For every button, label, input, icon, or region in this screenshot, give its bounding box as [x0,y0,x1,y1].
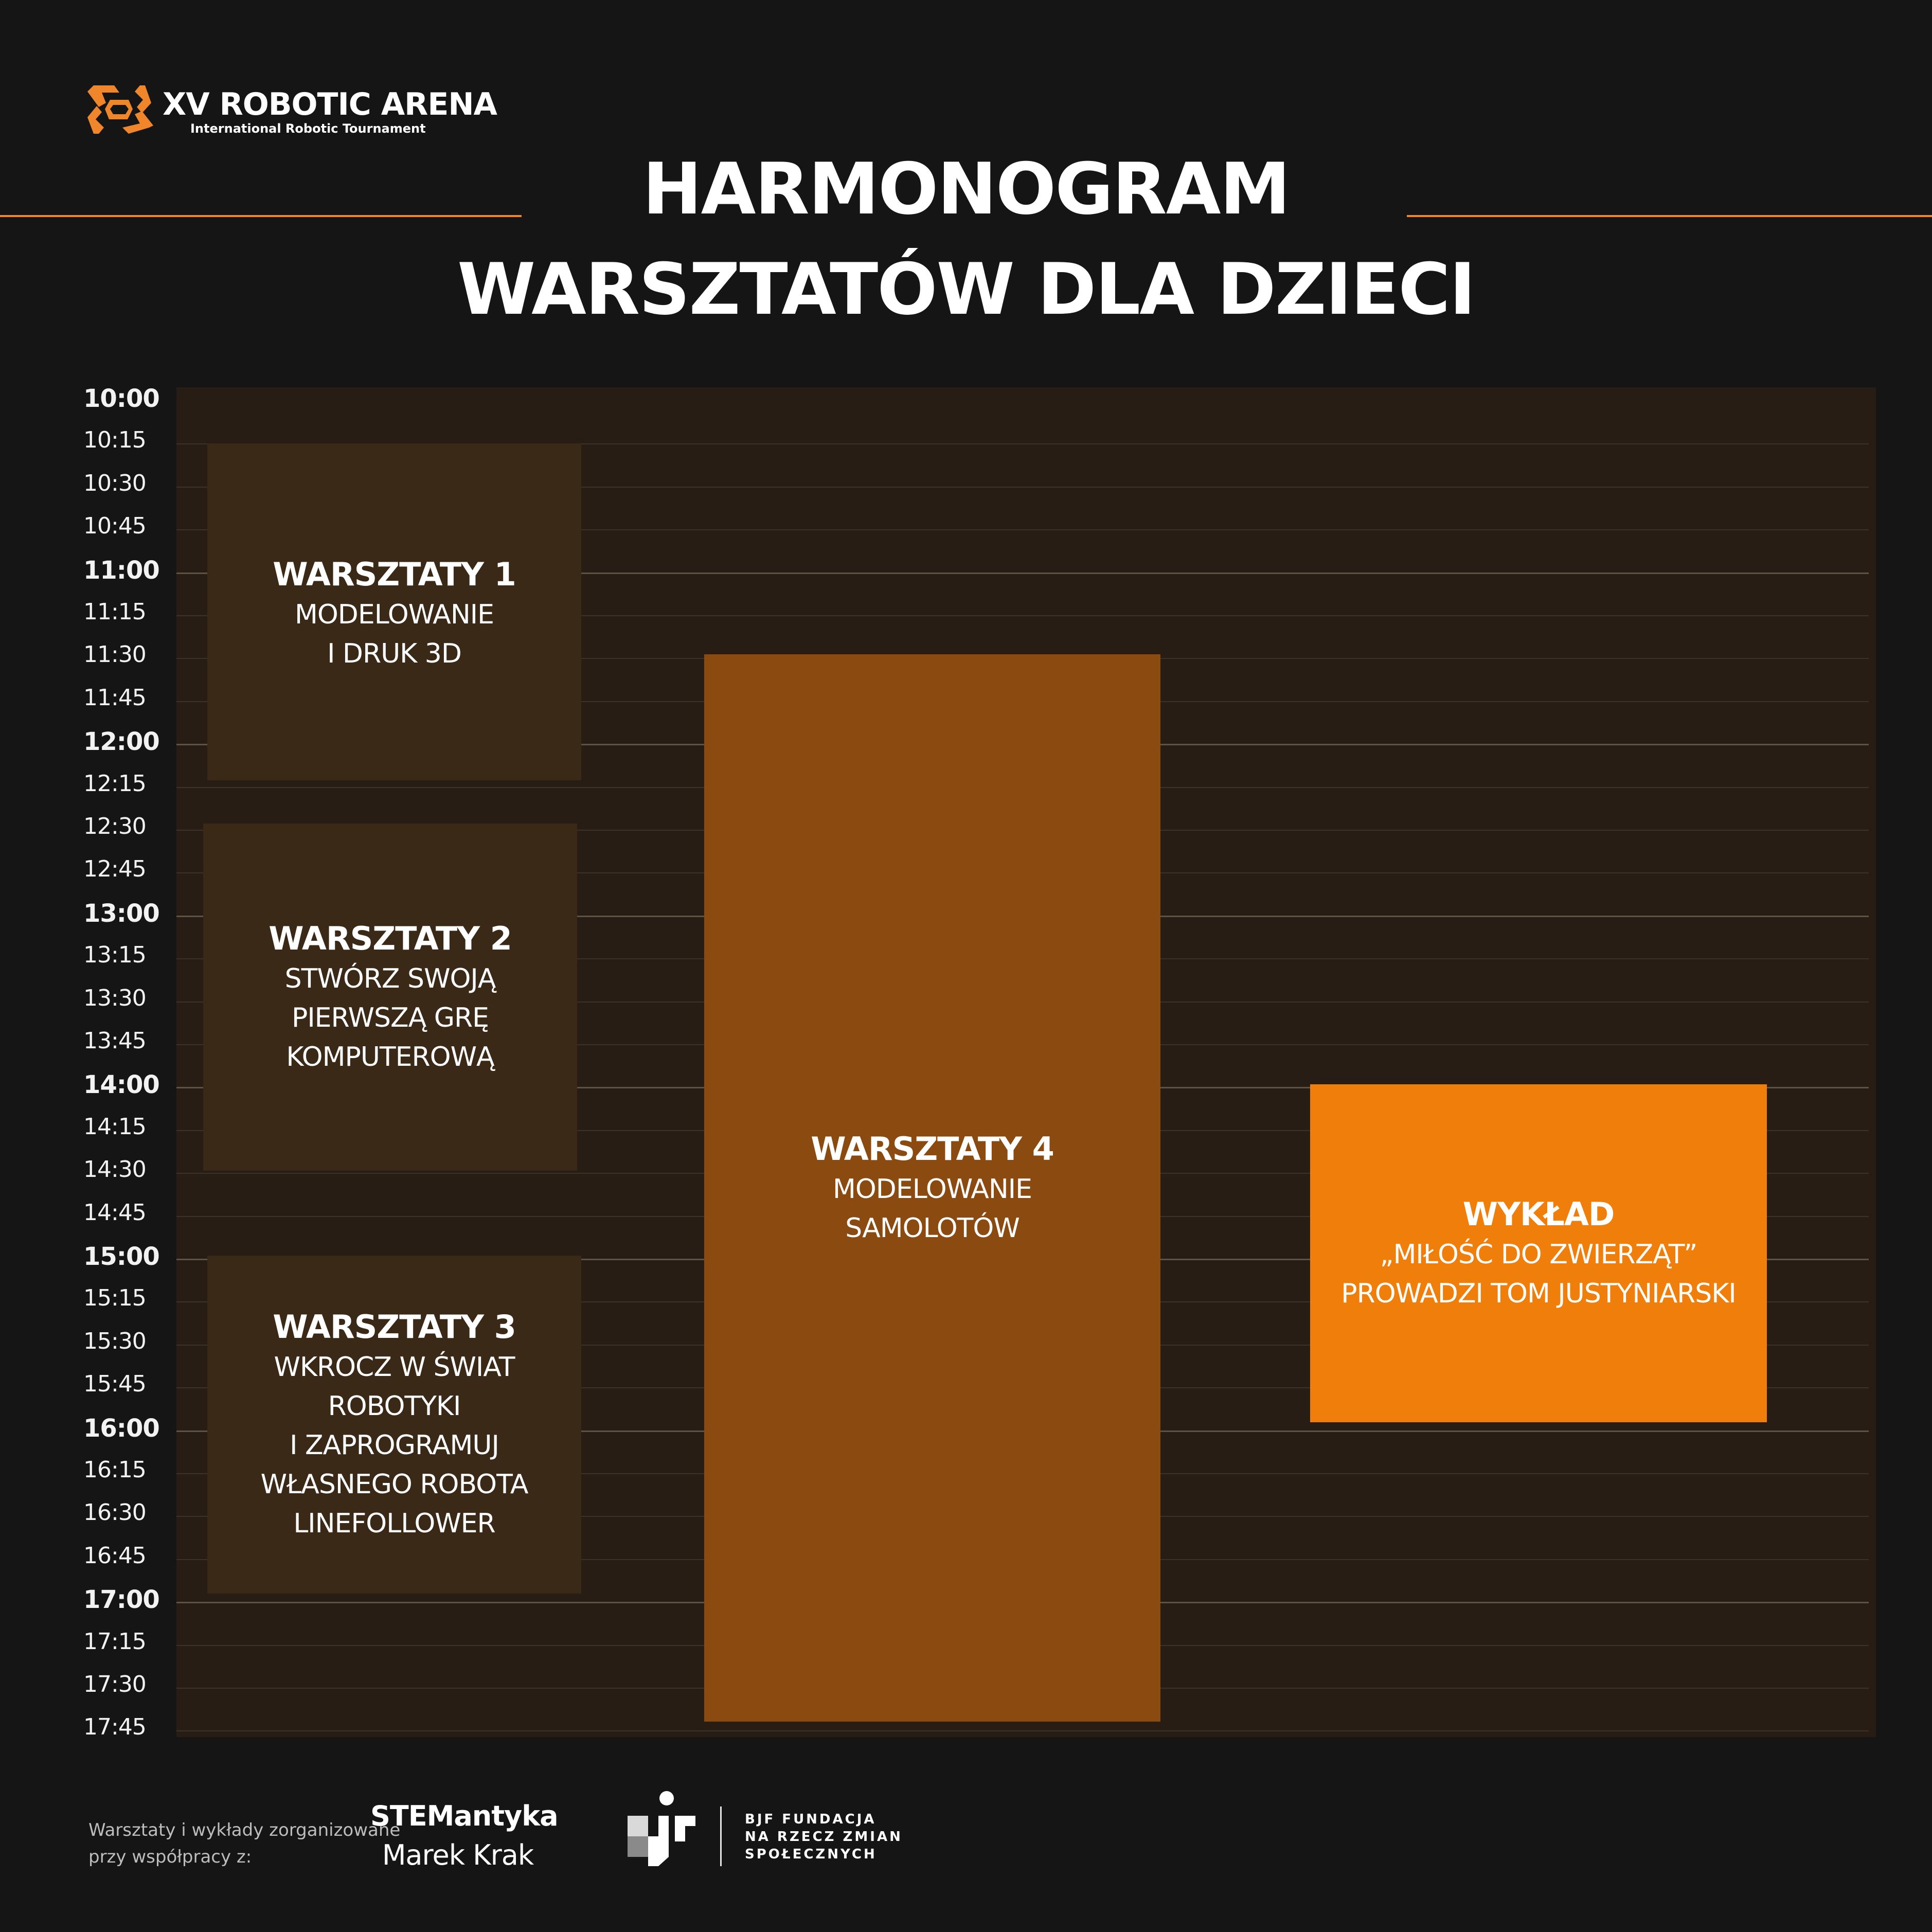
time-tick-label: 10:00 [83,384,160,413]
robotic-arena-logo-icon [87,85,153,134]
time-tick-label: 14:00 [83,1070,160,1099]
event-desc-line: KOMPUTEROWĄ [286,1041,494,1072]
partner-bjf: BJF FUNDACJA NA RZECZ ZMIAN SPOŁECZNYCH [745,1811,903,1863]
grid-line [176,1730,1869,1731]
event-desc-line: „MIŁOŚĆ DO ZWIERZĄT” [1380,1239,1698,1270]
title-line: WARSZTATÓW DLA DZIECI [457,248,1476,331]
time-tick-label: 14:15 [83,1114,147,1140]
time-tick-label: 15:45 [83,1371,147,1397]
time-tick-label: 17:15 [83,1629,147,1655]
footer-note-line: Warsztaty i wykłady zorganizowane [88,1820,401,1840]
time-tick-label: 16:30 [83,1499,147,1526]
time-tick-label: 10:15 [83,427,147,453]
event-title: WARSZTATY 3 [273,1308,516,1346]
grid-line [176,487,1869,488]
time-tick-label: 12:15 [83,771,147,797]
event-title: WARSZTATY 1 [273,556,516,593]
event-desc-line: SAMOLOTÓW [845,1212,1019,1244]
event-desc-line: PIERWSZĄ GRĘ [291,1002,489,1033]
event-desc-line: LINEFOLLOWER [293,1508,495,1539]
time-tick-label: 17:00 [83,1585,160,1614]
time-tick-label: 12:45 [83,856,147,882]
partner-name: STEMantyka [370,1800,559,1832]
title-line: HARMONOGRAM [642,148,1291,230]
event-desc-line: I ZAPROGRAMUJ [290,1429,499,1461]
time-tick-label: 16:45 [83,1543,147,1569]
grid-line [176,573,1869,574]
time-tick-label: 11:30 [83,641,147,668]
time-tick-label: 16:00 [83,1414,160,1443]
event-desc-line: I DRUK 3D [327,638,462,669]
grid-line [176,443,1869,444]
time-tick-label: 14:45 [83,1200,147,1226]
partner-bjf-line: BJF FUNDACJA [745,1812,876,1827]
event-block-wyklad: WYKŁAD „MIŁOŚĆ DO ZWIERZĄT” PROWADZI TOM… [1310,1084,1767,1422]
time-tick-label: 15:15 [83,1285,147,1311]
event-desc-line: PROWADZI TOM JUSTYNIARSKI [1341,1278,1736,1309]
event-block-warsztaty-1: WARSZTATY 1 MODELOWANIE I DRUK 3D [207,443,581,780]
partner-person: Marek Krak [382,1839,534,1871]
event-title: WARSZTATY 2 [269,919,512,957]
partner-divider [720,1806,722,1866]
event-desc-line: MODELOWANIE [295,599,494,630]
time-tick-label: 10:45 [83,513,147,539]
event-block-warsztaty-4: WARSZTATY 4 MODELOWANIE SAMOLOTÓW [704,654,1160,1722]
time-tick-label: 13:15 [83,942,147,968]
partner-stemantyka: STEMantyka Marek Krak [370,1797,559,1875]
event-title: WYKŁAD [1462,1195,1615,1233]
time-tick-label: 13:30 [83,985,147,1011]
bjf-logo-icon [628,1791,695,1866]
time-tick-label: 10:30 [83,470,147,496]
header-line-right [1407,215,1932,217]
event-title: WARSZTATY 4 [811,1130,1054,1168]
footer-note: Warsztaty i wykłady zorganizowane przy w… [88,1817,400,1870]
time-tick-label: 17:30 [83,1671,147,1697]
time-tick-label: 14:30 [83,1156,147,1183]
event-block-warsztaty-2: WARSZTATY 2 STWÓRZ SWOJĄ PIERWSZĄ GRĘ KO… [203,824,577,1171]
time-tick-label: 12:00 [83,727,160,756]
event-desc-line: MODELOWANIE [833,1173,1032,1205]
time-tick-label: 13:00 [83,899,160,928]
grid-line [176,615,1869,616]
page-title: HARMONOGRAM WARSZTATÓW DLA DZIECI [453,139,1479,339]
partner-bjf-line: SPOŁECZNYCH [745,1847,877,1862]
time-tick-label: 11:00 [83,556,160,585]
time-tick-label: 11:15 [83,599,147,625]
grid-line [176,529,1869,530]
event-desc-line: WKROCZ W ŚWIAT ROBOTYKI [274,1351,515,1422]
time-tick-label: 17:45 [83,1714,147,1740]
time-tick-label: 12:30 [83,813,147,839]
partner-bjf-line: NA RZECZ ZMIAN [745,1829,903,1845]
event-desc-line: WŁASNEGO ROBOTA [260,1469,529,1500]
header-line-left [0,215,522,217]
time-tick-label: 15:30 [83,1328,147,1354]
time-tick-label: 15:00 [83,1242,160,1271]
brand-tagline: International Robotic Tournament [190,121,426,136]
time-tick-label: 16:15 [83,1457,147,1483]
footer-note-line: przy współpracy z: [88,1847,252,1867]
time-tick-label: 13:45 [83,1028,147,1054]
brand-name: XV ROBOTIC ARENA [163,86,497,122]
event-desc-line: STWÓRZ SWOJĄ [284,963,496,994]
time-tick-label: 11:45 [83,685,147,711]
event-block-warsztaty-3: WARSZTATY 3 WKROCZ W ŚWIAT ROBOTYKI I ZA… [207,1256,581,1594]
